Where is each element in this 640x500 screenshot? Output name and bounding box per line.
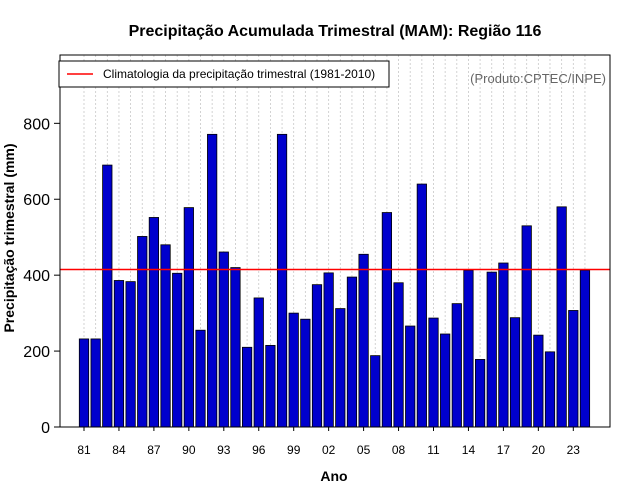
x-tick-label: 02 (322, 443, 336, 457)
bar-2009 (405, 325, 416, 428)
x-tick-label: 84 (112, 443, 126, 457)
bar-2013 (451, 303, 462, 428)
bar-2008 (393, 282, 404, 428)
bar-2007 (381, 212, 393, 428)
x-tick-label: 23 (567, 443, 581, 457)
bar-2006 (370, 355, 381, 428)
bar-1988 (160, 244, 171, 428)
y-axis: 0 200 400 600 800 (23, 116, 60, 437)
legend-label: Climatologia da precipitação trimestral … (103, 67, 375, 81)
bar-1997 (265, 344, 276, 428)
x-tick-label: 99 (287, 443, 301, 457)
x-tick-label: 11 (427, 443, 440, 457)
bar-2020 (533, 334, 544, 428)
grid (83, 55, 586, 427)
bar-2012 (440, 333, 451, 428)
bar-2017 (498, 262, 509, 428)
x-tick-label: 96 (252, 443, 266, 457)
bar-2004 (346, 276, 358, 428)
y-tick-label: 200 (23, 344, 50, 361)
bar-1990 (183, 207, 194, 428)
bar-2011 (428, 317, 439, 428)
bar-1987 (148, 217, 159, 428)
bar-2001 (311, 284, 323, 428)
x-tick-label: 81 (77, 443, 91, 457)
x-tick-label: 05 (357, 443, 371, 457)
bar-2016 (486, 271, 497, 428)
bar-2019 (521, 225, 532, 428)
x-axis-label: Ano (320, 468, 347, 484)
bar-2021 (544, 351, 556, 428)
bar-1995 (241, 346, 253, 428)
bar-2003 (335, 308, 346, 428)
bar-2024 (579, 269, 591, 428)
bar-1982 (90, 338, 101, 428)
credit-text: (Produto:CPTEC/INPE) (470, 71, 606, 86)
bar-1996 (253, 297, 264, 428)
bar-2005 (358, 253, 369, 428)
bar-1993 (218, 251, 229, 428)
x-tick-label: 87 (147, 443, 161, 457)
bar-1999 (288, 312, 299, 428)
y-tick-label: 400 (23, 268, 50, 285)
bar-2002 (323, 272, 334, 428)
bar-1984 (113, 280, 125, 428)
y-tick-label: 800 (23, 116, 50, 133)
bar-1986 (137, 236, 148, 428)
plot-border (59, 54, 611, 428)
y-axis-label: Precipitação trimestral (mm) (1, 143, 17, 332)
x-tick-label: 17 (497, 443, 511, 457)
bar-2022 (556, 206, 567, 428)
chart-title: Precipitação Acumulada Trimestral (MAM):… (129, 23, 542, 40)
bar-1983 (102, 164, 113, 428)
bars (78, 133, 591, 428)
y-tick-label: 600 (23, 192, 50, 209)
bar-2018 (509, 317, 521, 428)
bar-1981 (78, 338, 90, 428)
y-tick-label: 0 (41, 420, 50, 437)
bar-2000 (300, 318, 311, 428)
bar-2023 (568, 310, 579, 428)
x-tick-label: 20 (532, 443, 546, 457)
bar-1991 (195, 329, 206, 428)
x-tick-label: 08 (392, 443, 406, 457)
x-tick-label: 14 (462, 443, 476, 457)
bar-1998 (276, 133, 288, 428)
x-tick-label: 93 (217, 443, 231, 457)
bar-2010 (416, 183, 427, 428)
legend-box (58, 60, 390, 88)
bar-1994 (230, 267, 241, 428)
bar-1989 (172, 272, 183, 428)
bar-1992 (207, 133, 218, 428)
bar-2014 (463, 269, 474, 428)
x-axis: 81 84 87 90 93 96 99 02 05 08 11 14 17 20 23 (77, 427, 580, 457)
legend: Climatologia da precipitação trimestral … (58, 60, 390, 88)
x-tick-label: 90 (182, 443, 196, 457)
bar-1985 (125, 281, 136, 428)
bar-2015 (474, 359, 486, 428)
